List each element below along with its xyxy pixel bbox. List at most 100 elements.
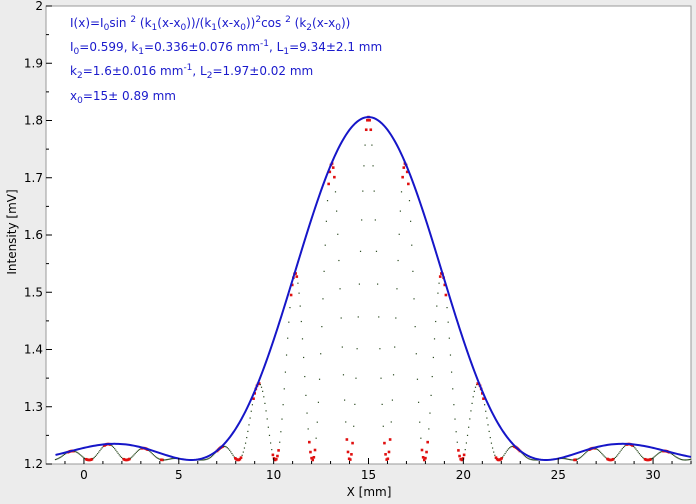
data-point	[378, 316, 380, 318]
data-point	[299, 305, 301, 307]
data-point	[453, 404, 455, 406]
x-axis-title: X [mm]	[347, 485, 392, 499]
data-point	[401, 175, 404, 179]
data-point	[149, 450, 151, 453]
data-point	[282, 404, 284, 406]
data-point	[596, 448, 598, 450]
data-point	[368, 118, 371, 122]
data-point	[246, 436, 248, 439]
data-point	[345, 438, 349, 441]
data-point	[631, 444, 634, 447]
data-point	[457, 449, 460, 452]
data-point	[407, 182, 410, 186]
data-point	[659, 451, 661, 454]
data-point	[305, 394, 307, 396]
data-point	[336, 210, 338, 212]
data-point	[233, 456, 235, 458]
data-point	[532, 459, 535, 461]
data-point	[363, 165, 365, 167]
data-point	[284, 371, 287, 373]
data-point	[633, 445, 635, 448]
data-point	[276, 454, 279, 458]
data-point	[163, 459, 165, 461]
data-point	[310, 456, 313, 460]
data-point	[153, 455, 156, 457]
data-point	[577, 458, 579, 460]
data-point	[382, 425, 384, 427]
data-point	[373, 190, 375, 192]
data-point	[251, 404, 253, 406]
data-point	[510, 446, 512, 448]
data-point	[388, 438, 392, 441]
axes-layer: 0 5 10 15 20 25 30 1.2 1.3 1.4 1.5 1.6 1.7 1.8 1.9 2	[24, 0, 692, 482]
data-point	[380, 377, 382, 379]
data-point	[327, 182, 330, 186]
data-point	[359, 250, 362, 252]
y-tick-label: 2	[35, 0, 43, 13]
data-point	[260, 386, 263, 388]
data-point	[526, 456, 528, 459]
data-point	[94, 455, 96, 458]
data-point	[567, 458, 569, 460]
data-point	[152, 454, 154, 456]
data-point	[655, 454, 658, 456]
data-point	[531, 459, 534, 461]
data-point	[74, 450, 76, 452]
data-point	[131, 456, 133, 458]
data-point	[372, 165, 374, 167]
x-tick-label: 30	[645, 468, 660, 482]
data-point	[447, 321, 449, 323]
data-point	[283, 388, 285, 390]
data-point	[366, 118, 369, 122]
data-point	[511, 445, 513, 448]
data-point	[487, 424, 489, 426]
data-point	[564, 458, 567, 460]
data-point	[604, 456, 606, 458]
fit-envelope-line	[55, 116, 692, 461]
data-point	[413, 298, 415, 300]
data-point	[343, 399, 346, 401]
data-point	[677, 457, 679, 459]
data-point	[110, 444, 112, 446]
data-point	[624, 445, 626, 447]
data-point	[61, 455, 63, 457]
data-point	[470, 410, 472, 412]
data-point	[57, 458, 59, 460]
data-point	[128, 457, 131, 461]
data-point	[308, 440, 311, 444]
data-point	[78, 453, 80, 455]
data-point	[156, 457, 158, 459]
data-point	[652, 457, 654, 459]
data-point	[231, 452, 233, 455]
data-point	[205, 458, 207, 461]
data-point	[285, 354, 288, 356]
y-tick-label: 1.2	[24, 457, 43, 471]
data-point	[201, 459, 203, 461]
data-point	[277, 449, 280, 452]
data-point	[166, 459, 168, 461]
data-point	[311, 458, 315, 462]
data-point	[506, 449, 508, 451]
data-point	[242, 451, 244, 453]
data-point	[62, 454, 65, 456]
fit-params-1-text: I0​=0.599, k1​=0.336±0.076 mm-1​, L1​=9.…	[70, 39, 382, 57]
data-point	[405, 170, 409, 174]
data-point	[595, 448, 597, 450]
data-point	[670, 453, 672, 455]
data-point	[462, 453, 466, 457]
data-point	[288, 321, 290, 323]
data-point	[325, 220, 327, 222]
data-point	[455, 431, 457, 433]
data-point	[676, 456, 678, 459]
data-point	[438, 275, 442, 278]
data-point	[56, 458, 58, 460]
data-point	[341, 346, 343, 348]
data-point	[412, 270, 414, 272]
data-point	[169, 458, 172, 460]
data-point	[130, 457, 132, 459]
data-point	[675, 456, 677, 458]
data-point	[454, 418, 456, 420]
data-point	[421, 455, 425, 459]
data-point	[415, 353, 417, 355]
data-point	[653, 456, 655, 458]
